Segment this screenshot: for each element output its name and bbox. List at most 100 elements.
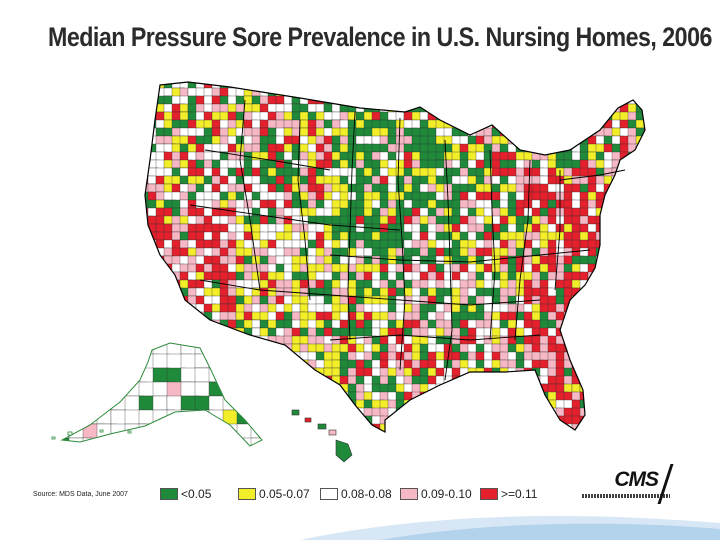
county-cell [395,95,406,106]
county-cell [571,343,581,357]
county-cell [491,423,502,432]
county-cell [403,407,417,419]
county-cell [499,119,510,131]
county-cell [387,431,402,432]
county-cell [124,423,150,445]
county-cell [331,82,344,89]
county-cell [587,111,600,125]
county-cell [523,431,533,432]
county-cell [110,409,127,426]
county-cell [163,279,180,290]
county-cell [507,383,521,395]
county-cell [145,287,152,301]
aleutian-islands [51,429,132,440]
county-cell [451,87,466,101]
county-cell [187,423,206,432]
county-cell [635,383,645,394]
county-cell [235,335,251,345]
county-cell [147,423,169,432]
county-cell [595,303,609,315]
county-cell [643,271,645,285]
county-cell [523,399,538,412]
cms-logo-text: CMS [614,468,659,491]
county-cell [363,431,377,432]
county-cell [539,127,550,141]
county-cell [531,399,541,412]
county-cell [467,103,478,113]
county-cell [595,279,608,289]
county-cell [635,119,645,129]
county-cell [203,327,222,340]
county-cell [379,319,390,330]
county-cell [259,423,277,432]
county-cell [147,295,169,306]
county-cell [643,183,645,196]
county-cell [635,343,645,353]
county-cell [227,383,247,395]
county-cell [435,82,448,91]
county-cell [395,183,405,193]
map-title: Median Pressure Sore Prevalence in U.S. … [48,22,712,52]
county-cell [195,431,216,432]
county-cell [171,431,182,432]
county-cell [619,415,635,429]
county-cell [331,207,342,218]
county-cell [603,311,617,325]
county-cell [483,423,497,432]
county-cell [251,343,261,355]
county-cell [307,383,327,393]
county-cell [187,431,201,432]
county-cell [587,415,601,429]
county-cell [243,375,261,389]
county-cell [379,95,393,107]
county-cell [587,279,597,292]
county-cell [315,87,334,99]
county-cell [475,391,486,402]
county-cell [403,95,419,105]
county-cell [267,127,277,137]
county-cell [155,279,174,291]
county-cell [643,383,645,394]
county-cell [208,437,224,446]
alaska-outline [60,342,263,447]
county-cell [611,295,625,307]
county-cell [403,87,414,97]
county-cell [307,375,322,389]
legend-swatch-red [480,488,498,500]
county-cell [435,383,448,393]
county-cell [531,423,544,432]
county-cell [475,383,488,396]
county-cell [250,353,262,370]
county-cell [187,311,197,323]
county-cell [291,415,306,428]
county-cell [411,143,421,153]
county-cell [403,415,418,427]
county-cell [627,183,640,197]
county-cell [339,415,350,426]
county-cell [451,407,465,417]
county-cell [155,287,169,298]
county-cell [283,383,295,393]
county-cell [211,351,223,364]
county-cell [467,82,477,89]
county-cell [603,359,618,370]
county-cell [387,87,400,99]
county-cell [619,82,634,91]
county-cell [315,359,326,370]
county-cell [395,423,406,432]
county-cell [619,87,634,97]
county-cell [635,247,645,259]
county-cell [355,167,366,178]
county-cell [203,431,213,432]
county-cell [267,359,286,370]
county-cell [531,103,542,114]
county-cell [643,399,645,412]
county-cell [96,381,113,399]
county-cell [363,82,378,90]
county-cell [62,343,73,357]
county-cell [627,391,642,401]
county-cell [235,367,253,379]
county-cell [635,223,645,235]
county-cell [283,407,294,418]
county-cell [371,207,381,217]
